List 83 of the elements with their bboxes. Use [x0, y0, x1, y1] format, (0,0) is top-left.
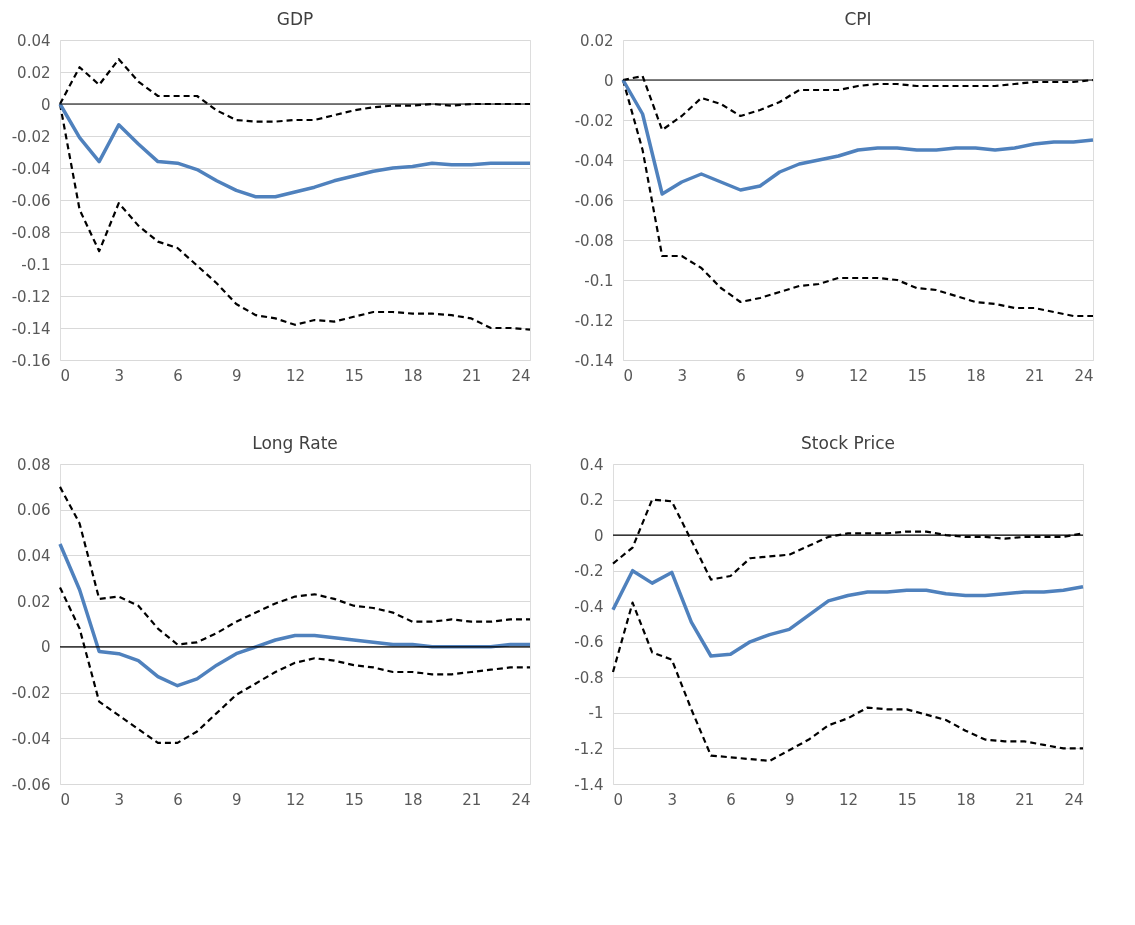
y-tick-label: -0.02 [11, 684, 51, 703]
y-tick-label: -0.16 [11, 351, 51, 370]
y-tick-label: 0.02 [580, 31, 614, 50]
y-tick-label: -1.2 [574, 739, 604, 758]
y-tick-label: -0.14 [11, 319, 51, 338]
x-tick-label: 15 [907, 366, 927, 385]
line-series [611, 568, 1085, 658]
x-tick-label: 6 [726, 790, 736, 809]
x-tick-label: 9 [231, 366, 242, 385]
y-tick-label: -0.08 [574, 231, 614, 250]
x-tick-label: 9 [784, 790, 795, 809]
x-tick-label: 0 [623, 366, 634, 385]
y-tick-label: -0.6 [574, 633, 604, 652]
x-tick-label: 18 [403, 366, 423, 385]
y-tick-label: -0.06 [11, 775, 51, 794]
chart-title: CPI [844, 9, 872, 29]
x-tick-label: 12 [848, 366, 869, 385]
x-tick-label: 21 [1025, 366, 1045, 385]
x-tick-label: 18 [403, 790, 423, 809]
y-tick-label: 0 [40, 95, 51, 114]
x-tick-label: 15 [897, 790, 917, 809]
y-tick-label: -1.4 [574, 775, 604, 794]
y-tick-label: 0 [603, 71, 614, 90]
x-tick-label: 12 [838, 790, 859, 809]
line-series [621, 78, 1095, 196]
x-tick-label: 9 [231, 790, 242, 809]
x-tick-label: 24 [1074, 366, 1094, 385]
x-tick-label: 18 [956, 790, 976, 809]
x-tick-label: 24 [1064, 790, 1084, 809]
x-tick-label: 3 [677, 366, 688, 385]
y-tick-label: 0.2 [579, 491, 604, 510]
x-tick-label: 15 [344, 790, 364, 809]
y-tick-label: -0.04 [574, 151, 614, 170]
y-tick-label: -0.04 [11, 159, 51, 178]
x-tick-label: 12 [285, 790, 306, 809]
y-tick-label: -0.02 [11, 127, 51, 146]
y-tick-label: 0.06 [17, 501, 51, 520]
line-series [58, 485, 532, 646]
x-tick-label: 21 [462, 366, 482, 385]
y-tick-label: -0.8 [574, 668, 604, 687]
x-tick-label: 12 [285, 366, 306, 385]
x-tick-label: 24 [511, 790, 531, 809]
y-tick-label: 0.04 [17, 31, 51, 50]
x-tick-label: 21 [462, 790, 482, 809]
x-tick-label: 0 [60, 366, 71, 385]
y-tick-label: 0 [593, 526, 604, 545]
y-tick-label: -0.06 [574, 191, 614, 210]
x-tick-label: 3 [667, 790, 678, 809]
y-tick-label: -0.06 [11, 191, 51, 210]
chart-title: Long Rate [252, 433, 338, 453]
line-series [58, 102, 532, 199]
y-tick-label: -0.4 [574, 597, 604, 616]
x-tick-label: 21 [1015, 790, 1035, 809]
y-tick-label: 0.04 [17, 546, 51, 565]
y-tick-label: -0.02 [574, 111, 614, 130]
y-tick-label: 0.08 [17, 455, 51, 474]
x-tick-label: 15 [344, 366, 364, 385]
y-tick-label: 0.02 [17, 592, 51, 611]
chart-title: GDP [276, 9, 314, 29]
y-tick-label: -0.14 [574, 351, 614, 370]
y-tick-label: 0.02 [17, 63, 51, 82]
y-tick-label: -0.1 [584, 271, 614, 290]
y-tick-label: -0.2 [574, 562, 604, 581]
x-tick-label: 6 [173, 790, 183, 809]
line-series [611, 601, 1085, 762]
y-tick-label: 0.4 [579, 455, 604, 474]
x-tick-label: 0 [60, 790, 71, 809]
x-tick-label: 6 [173, 366, 183, 385]
y-tick-label: -0.08 [11, 223, 51, 242]
y-tick-label: -0.12 [11, 287, 51, 306]
chart-title: Stock Price [801, 433, 895, 453]
x-tick-label: 6 [736, 366, 746, 385]
line-series [58, 586, 532, 744]
x-tick-label: 3 [114, 790, 125, 809]
y-tick-label: -1 [588, 704, 604, 723]
x-tick-label: 3 [114, 366, 125, 385]
y-tick-label: -0.04 [11, 729, 51, 748]
x-tick-label: 18 [966, 366, 986, 385]
x-tick-label: 9 [794, 366, 805, 385]
y-tick-label: 0 [40, 638, 51, 657]
y-tick-label: -0.12 [574, 311, 614, 330]
x-tick-label: 24 [511, 366, 531, 385]
y-tick-label: -0.1 [21, 255, 51, 274]
